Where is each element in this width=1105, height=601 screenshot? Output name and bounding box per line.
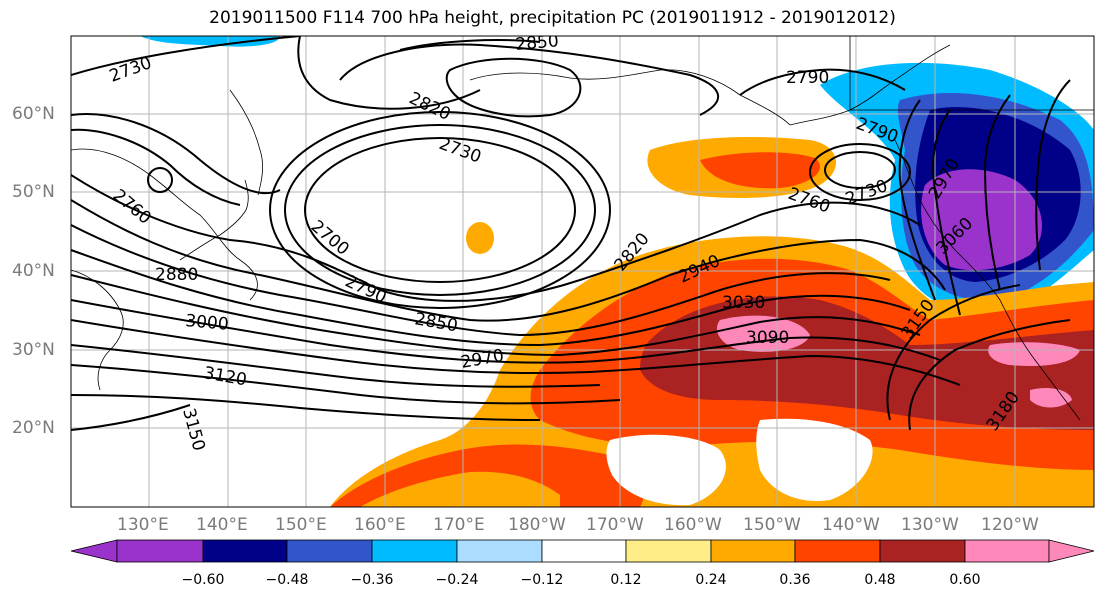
colorbar — [70, 539, 1095, 563]
colorbar-extend-high — [1048, 539, 1095, 563]
colorbar-tick-label: 0.48 — [864, 572, 896, 588]
colorbar-segment — [541, 539, 627, 563]
longitude-label: 130°W — [901, 515, 959, 535]
colorbar-segment — [964, 539, 1050, 563]
contour-label: 2790 — [786, 68, 829, 88]
longitude-label: 160°W — [664, 515, 722, 535]
latitude-label: 30°N — [12, 340, 55, 360]
colorbar-tick-label: −0.60 — [181, 572, 225, 588]
colorbar-tick-label: −0.48 — [265, 572, 309, 588]
colorbar-segment — [794, 539, 881, 563]
latitude-label: 50°N — [12, 182, 55, 202]
colorbar-segment — [116, 539, 204, 563]
contour-label: 2880 — [155, 265, 198, 285]
colorbar-tick-label: 0.60 — [949, 572, 981, 588]
colorbar-segment — [625, 539, 712, 563]
colorbar-tick-label: −0.12 — [520, 572, 564, 588]
longitude-label: 150°E — [275, 515, 327, 535]
latitude-label: 20°N — [12, 418, 55, 438]
figure-title: 2019011500 F114 700 hPa height, precipit… — [209, 8, 896, 28]
colorbar-tick-label: 0.36 — [779, 572, 811, 588]
colorbar-tick-label: −0.36 — [350, 572, 394, 588]
colorbar-extend-low — [70, 539, 118, 563]
colorbar-segment — [202, 539, 288, 563]
colorbar-segment — [456, 539, 543, 563]
map-frame — [70, 35, 1095, 508]
longitude-label: 160°E — [354, 515, 406, 535]
colorbar-tick-label: 0.24 — [695, 572, 727, 588]
latitude-label: 40°N — [12, 261, 55, 281]
colorbar-tick-label: 0.12 — [610, 572, 642, 588]
longitude-label: 140°W — [822, 515, 880, 535]
longitude-label: 170°W — [586, 515, 644, 535]
height-contours — [71, 36, 1071, 431]
contour-label: 2850 — [515, 31, 560, 55]
longitude-label: 120°W — [981, 515, 1039, 535]
precipitation-shading: 2730 2850 2790 2820 2730 2790 2760 2730 … — [71, 31, 1094, 507]
contour-label: 3090 — [746, 328, 789, 348]
longitude-label: 180°W — [508, 515, 566, 535]
colorbar-tick-label: −0.24 — [435, 572, 479, 588]
colorbar-segment — [286, 539, 373, 563]
longitude-label: 170°E — [433, 515, 485, 535]
colorbar-segment — [371, 539, 458, 563]
longitude-label: 130°E — [117, 515, 169, 535]
latitude-label: 60°N — [12, 104, 55, 124]
colorbar-segment — [710, 539, 796, 563]
colorbar-segment — [879, 539, 966, 563]
longitude-label: 150°W — [743, 515, 801, 535]
longitude-label: 140°E — [196, 515, 248, 535]
contour-label: 3030 — [722, 293, 765, 313]
contour-label: 3000 — [185, 311, 230, 335]
